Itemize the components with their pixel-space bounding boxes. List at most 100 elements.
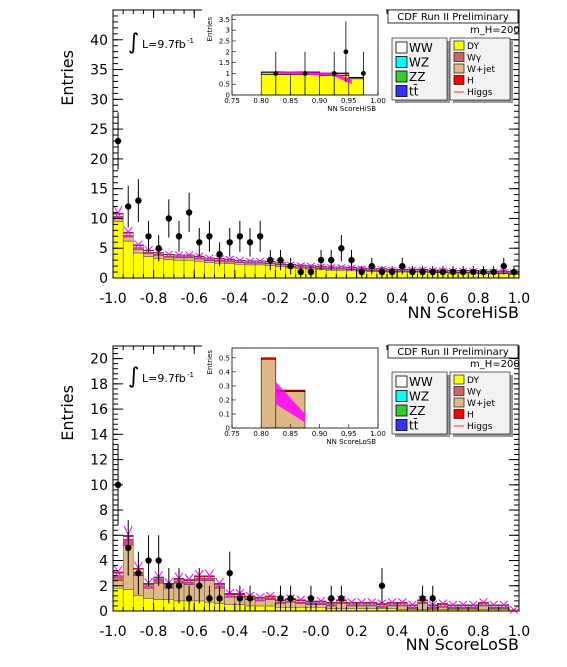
inset-data-point-3 [343,49,349,55]
x-axis-label: NN ScoreLoSB [406,635,519,654]
data-point-15 [267,256,274,264]
data-point-10 [216,595,223,602]
bar-DY-bin-14 [254,264,266,279]
data-point-21 [429,595,436,602]
bar-Wjet-bin-36 [478,605,489,610]
data-point-10 [216,250,223,258]
legend-label: W+jet [467,399,495,409]
x-tick-label: 0.4 [386,624,408,640]
bar-DY-bin-2 [133,252,144,279]
band-mark-bin-32 [438,599,448,608]
band-mark-bin-6 [174,251,184,259]
bar-DY-bin-1 [122,589,134,612]
data-point-14 [277,595,284,602]
y-tick-label: 25 [90,122,108,138]
inset-frame [231,347,379,429]
legend-label: Higgs [467,422,493,432]
band-mark-bin-18 [296,262,306,268]
band-mark-bin-9 [205,254,214,262]
bar-WW-bin-2 [133,245,144,248]
y-tick-label: 40 [90,33,108,49]
data-point-21 [328,256,335,264]
data-point-5 [165,215,173,222]
legend-label: tt̄ [409,418,419,432]
data-point-2 [135,197,142,204]
y-axis-label: Entries [58,385,77,441]
y-tick-label: 16 [90,402,108,418]
bar-Wjet-bin-25 [366,605,378,609]
bar-Wjet-bin-2 [133,249,144,254]
data-point-15 [287,595,294,602]
legend-label: WZ [409,56,429,70]
band-mark-bin-35 [468,600,478,609]
y-tick-label: 30 [90,92,108,108]
inset-y-tick-label: 3.5 [219,16,230,24]
data-point-3 [145,557,152,564]
inset-y-tick-label: 0 [226,92,230,100]
bar-DY-bin-6 [173,259,185,279]
legend-label: Wγ [467,54,482,64]
lumi-sup: -1 [187,37,194,45]
legend-swatch [453,52,465,62]
band-mark-bin-14 [255,257,265,264]
bar-DY-bin-11 [224,604,235,612]
data-point-32 [439,268,447,276]
legend-label: WW [409,375,433,389]
inset-x-tick-label: 0.90 [312,430,328,438]
legend-label: DY [467,42,479,52]
bar-DY-bin-38 [498,273,510,279]
bar-Wjet-bin-11 [224,261,235,264]
data-point-26 [378,268,386,276]
inset-x-tick-label: 0.75 [224,430,240,438]
x-tick-label: 0.2 [345,624,367,640]
x-tick-label: -1.0 [99,624,126,640]
legend-label: tt̄ [409,84,419,98]
band-mark-bin-38 [499,600,509,609]
data-point-35 [470,268,477,276]
bar-Wjet-bin-28 [397,605,408,610]
band-mark-bin-33 [448,600,458,609]
bar-DY-bin-1 [122,240,134,279]
title-box [387,344,519,359]
band-mark-bin-36 [479,598,488,607]
inset-x-tick-label: 0.85 [283,430,299,438]
bar-Wjet-bin-3 [143,253,154,257]
bar-DY-bin-11 [224,263,235,279]
legend-label: Wγ [467,388,482,398]
data-point-18 [338,595,345,602]
title-box [387,9,519,24]
bar-DY-bin-3 [143,598,154,612]
bar-DY-bin-5 [163,259,175,279]
bar-DY-bin-18 [295,607,307,612]
data-point-17 [328,595,335,602]
data-point-19 [378,582,386,589]
bar-DY-bin-20 [315,269,327,279]
bar-DY-bin-15 [265,605,276,612]
legend-swatch [395,56,408,68]
data-point-13 [246,239,254,246]
band-mark-bin-11 [225,255,235,263]
data-point-13 [246,595,254,602]
inset-data-point-4 [361,70,366,76]
y-tick-label: 8 [99,503,108,519]
x-tick-label: 0.6 [427,291,449,307]
legend-label: WZ [409,390,429,404]
inset-x-tick-label: 0.85 [283,97,299,105]
data-point-5 [165,582,173,589]
data-point-6 [175,582,183,589]
bar-Wjet-bin-18 [295,603,307,608]
data-points [114,112,518,278]
band-mark-bin-7 [184,251,194,259]
bar-Wjet-bin-0 [112,580,124,589]
inset-plot: 0.75 0.80 0.85 0.90 0.95 1.00 0 0.1 0.2 0.3 0.4 0.5… [202,342,386,450]
data-point-12 [236,233,244,240]
data-point-19 [307,268,315,276]
x-tick-label: -0.8 [140,291,167,307]
band-mark-bin-28 [397,598,407,607]
band-mark-bin-7 [184,573,194,586]
data-point-4 [155,557,162,564]
y-tick-label: 5 [99,241,108,257]
